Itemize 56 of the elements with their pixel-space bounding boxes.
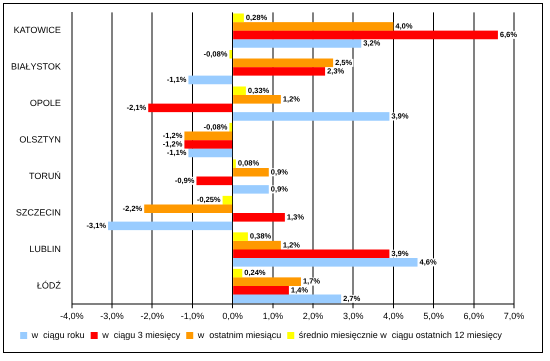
x-tick-label: -4,0%: [60, 311, 84, 322]
x-tick-label: -2,0%: [140, 311, 164, 322]
y-tick-label: LUBLIN: [29, 244, 61, 254]
x-tick-label: 3,0%: [342, 311, 364, 322]
x-tick-label: 4,0%: [383, 311, 404, 322]
x-tick-label: 1,0%: [262, 311, 284, 322]
y-tick-label: OPOLE: [30, 98, 61, 108]
bar: [233, 277, 301, 286]
bar: [233, 58, 334, 68]
legend-label: w ostatnim miesiącu: [196, 330, 282, 340]
bar: [188, 148, 232, 158]
bar: [233, 185, 269, 194]
bar: [233, 86, 246, 96]
bar: [222, 196, 232, 204]
bar: [233, 112, 390, 121]
bar: [233, 67, 326, 76]
x-tick-label: 0,0%: [222, 311, 243, 322]
bar: [233, 213, 285, 222]
bar: [233, 240, 281, 250]
bar: [188, 76, 232, 84]
bar: [184, 131, 232, 140]
y-tick-label: SZCZECIN: [16, 207, 61, 218]
y-tick-label: BIAŁYSTOK: [10, 62, 61, 72]
bar: [108, 222, 232, 230]
x-tick-label: 7,0%: [504, 311, 524, 322]
legend-label: w ciągu roku: [30, 330, 85, 340]
bar: [148, 104, 232, 112]
x-tick-label: 2,0%: [302, 311, 324, 322]
bar: [233, 39, 362, 48]
bar: [233, 232, 248, 241]
x-tick-label: -1,0%: [180, 311, 204, 322]
bar: [229, 122, 232, 132]
y-tick-label: TORUŃ: [29, 171, 61, 182]
bar: [233, 13, 244, 22]
x-tick-label: 6,0%: [464, 311, 484, 322]
y-tick-label: KATOWICE: [14, 25, 61, 36]
bar: [196, 176, 232, 186]
y-tick-label: ŁÓDŹ: [36, 280, 62, 290]
bar: [233, 30, 498, 40]
bar: [233, 95, 281, 104]
bar: [184, 140, 232, 149]
y-tick-label: OLSZTYN: [19, 134, 61, 145]
x-tick-label: 5,0%: [423, 311, 444, 322]
bar: [233, 22, 394, 31]
bar: [233, 294, 342, 304]
x-tick-label: -3,0%: [100, 311, 124, 322]
legend-label: średnio miesięcznie w ciągu ostatnich 12 miesięcy: [298, 330, 502, 340]
legend-label: w ciągu 3 miesięcy: [101, 330, 181, 340]
bar: [233, 268, 242, 278]
bar: [233, 159, 236, 168]
bar: [144, 204, 232, 214]
bar: [233, 286, 289, 295]
bar: [233, 258, 418, 267]
bar: [233, 168, 269, 177]
bar: [229, 50, 232, 59]
bar: [233, 249, 390, 258]
